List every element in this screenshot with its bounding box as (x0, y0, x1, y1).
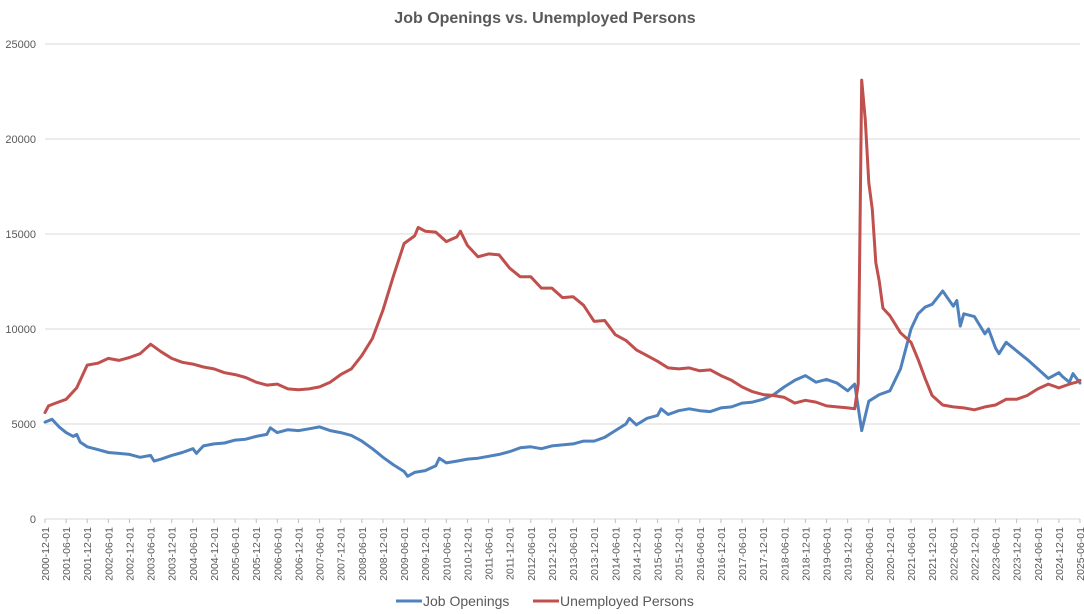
legend-label: Unemployed Persons (560, 593, 694, 609)
y-tick-label: 15000 (5, 229, 36, 241)
x-tick-label: 2022-12-01 (969, 527, 981, 581)
x-tick-label: 2005-06-01 (230, 527, 242, 581)
x-tick-label: 2017-06-01 (737, 527, 749, 581)
x-tick-label: 2009-12-01 (420, 527, 432, 581)
y-tick-label: 0 (30, 514, 36, 526)
x-tick-label: 2018-12-01 (800, 527, 812, 581)
x-tick-label: 2015-06-01 (653, 527, 665, 581)
legend-label: Job Openings (423, 593, 509, 609)
series-lines (43, 78, 1082, 478)
x-tick-label: 2022-06-01 (948, 527, 960, 581)
x-tick-label: 2003-06-01 (146, 527, 158, 581)
x-tick-label: 2016-06-01 (695, 527, 707, 581)
x-tick-label: 2024-12-01 (1054, 527, 1066, 581)
x-tick-label: 2008-12-01 (378, 527, 390, 581)
x-tick-label: 2015-12-01 (674, 527, 686, 581)
x-tick-label: 2002-06-01 (103, 527, 115, 581)
series-line-job-openings (43, 289, 1082, 478)
y-tick-label: 20000 (5, 134, 36, 146)
x-tick-label: 2016-12-01 (716, 527, 728, 581)
x-tick-label: 2010-06-01 (441, 527, 453, 581)
legend: Job Openings Unemployed Persons (396, 593, 694, 609)
x-tick-label: 2006-06-01 (272, 527, 284, 581)
x-tick-label: 2018-06-01 (779, 527, 791, 581)
y-axis-ticks: 0 5000 10000 15000 20000 25000 (5, 39, 36, 526)
y-tick-label: 25000 (5, 39, 36, 51)
x-tick-label: 2025-06-01 (1075, 527, 1084, 581)
x-axis-ticks: 2000-12-01 2001-06-01 2001-12-01 2002-06-01… (40, 519, 1084, 581)
x-tick-label: 2012-12-01 (547, 527, 559, 581)
x-tick-label: 2024-06-01 (1033, 527, 1045, 581)
x-tick-label: 2011-06-01 (484, 527, 496, 580)
x-tick-label: 2020-12-01 (885, 527, 897, 581)
y-tick-label: 10000 (5, 324, 36, 336)
x-tick-label: 2017-12-01 (758, 527, 770, 581)
x-tick-label: 2007-06-01 (315, 527, 327, 581)
x-tick-label: 2007-12-01 (336, 527, 348, 581)
x-tick-label: 2006-12-01 (293, 527, 305, 581)
y-tick-label: 5000 (12, 419, 36, 431)
x-tick-label: 2012-06-01 (526, 527, 538, 581)
x-tick-label: 2004-06-01 (188, 527, 200, 581)
x-tick-label: 2004-12-01 (209, 527, 221, 581)
x-tick-label: 2000-12-01 (40, 527, 52, 581)
x-tick-label: 2021-12-01 (927, 527, 939, 581)
x-tick-label: 2020-06-01 (864, 527, 876, 581)
x-tick-label: 2005-12-01 (251, 527, 263, 581)
x-tick-label: 2013-12-01 (589, 527, 601, 581)
x-tick-label: 2019-06-01 (822, 527, 834, 581)
x-tick-label: 2023-12-01 (1012, 527, 1024, 581)
series-line-unemployed-persons (43, 78, 1082, 415)
x-tick-label: 2009-06-01 (399, 527, 411, 581)
x-tick-label: 2023-06-01 (991, 527, 1003, 581)
x-tick-label: 2003-12-01 (167, 527, 179, 581)
gridlines (45, 43, 1080, 520)
x-tick-label: 2013-06-01 (568, 527, 580, 581)
chart-title: Job Openings vs. Unemployed Persons (394, 10, 696, 27)
x-tick-label: 2001-12-01 (82, 527, 94, 581)
x-tick-label: 2014-12-01 (631, 527, 643, 581)
x-tick-label: 2011-12-01 (505, 527, 517, 580)
x-tick-label: 2002-12-01 (124, 527, 136, 581)
x-tick-label: 2021-06-01 (906, 527, 918, 581)
x-tick-label: 2019-12-01 (843, 527, 855, 581)
x-tick-label: 2010-12-01 (462, 527, 474, 581)
x-tick-label: 2008-06-01 (357, 527, 369, 581)
x-tick-label: 2014-06-01 (610, 527, 622, 581)
x-tick-label: 2001-06-01 (61, 527, 73, 581)
